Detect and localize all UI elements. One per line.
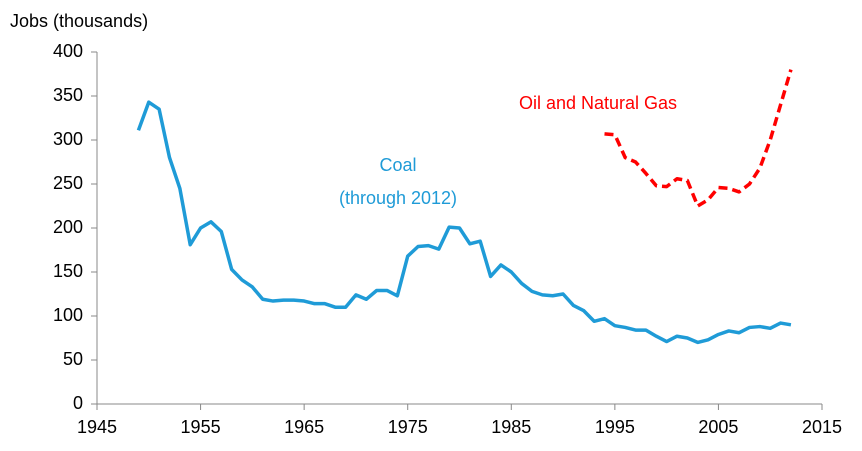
x-tick-label: 1955 xyxy=(181,417,221,437)
y-tick-label: 350 xyxy=(53,85,83,105)
x-tick-label: 1985 xyxy=(491,417,531,437)
y-tick-label: 0 xyxy=(73,393,83,413)
x-tick-label: 1945 xyxy=(77,417,117,437)
y-tick-label: 300 xyxy=(53,129,83,149)
x-tick-label: 1995 xyxy=(595,417,635,437)
y-tick-label: 150 xyxy=(53,261,83,281)
series-note: (through 2012) xyxy=(339,188,457,208)
y-tick-label: 250 xyxy=(53,173,83,193)
series-label: Coal xyxy=(379,155,416,175)
y-tick-label: 100 xyxy=(53,305,83,325)
series-line xyxy=(604,69,793,208)
x-tick-label: 2015 xyxy=(802,417,842,437)
series-label: Oil and Natural Gas xyxy=(519,93,677,113)
y-tick-label: 200 xyxy=(53,217,83,237)
series-line xyxy=(136,100,792,345)
x-tick-label: 1975 xyxy=(388,417,428,437)
x-tick-label: 1965 xyxy=(284,417,324,437)
y-tick-label: 400 xyxy=(53,41,83,61)
y-tick-label: 50 xyxy=(63,349,83,369)
y-axis-label: Jobs (thousands) xyxy=(10,11,148,31)
x-tick-label: 2005 xyxy=(698,417,738,437)
